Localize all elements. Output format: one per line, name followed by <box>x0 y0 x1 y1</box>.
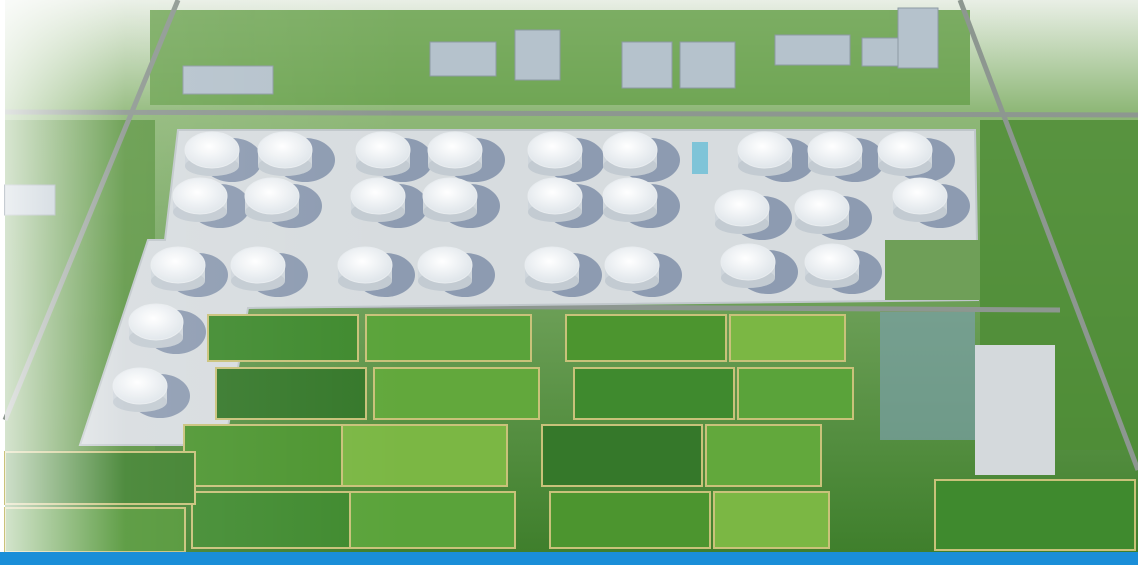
solar-panels <box>880 312 975 440</box>
field <box>705 424 822 487</box>
tank-roof <box>604 246 660 284</box>
tank-roof <box>794 189 850 227</box>
tank-roof <box>602 131 658 169</box>
field <box>713 491 830 549</box>
tank-roof <box>527 177 583 215</box>
tank-roof <box>527 131 583 169</box>
field <box>549 491 711 549</box>
tank-roof <box>877 131 933 169</box>
field <box>541 424 703 487</box>
facility-yard <box>885 240 980 300</box>
tank-roof <box>714 189 770 227</box>
footer-bar <box>0 552 1138 565</box>
tank-roof <box>524 246 580 284</box>
field <box>737 367 854 420</box>
haze <box>5 0 405 552</box>
tank-roof <box>737 131 793 169</box>
tank-roof <box>804 243 860 281</box>
tank-roof <box>427 131 483 169</box>
tank-roof <box>602 177 658 215</box>
tank-roof <box>417 246 473 284</box>
tank-roof <box>892 177 948 215</box>
field <box>573 367 735 420</box>
tank-roof <box>720 243 776 281</box>
tank-roof <box>807 131 863 169</box>
service-area <box>975 345 1055 475</box>
tank-roof <box>422 177 478 215</box>
field <box>729 314 846 362</box>
field <box>934 479 1136 551</box>
field <box>565 314 727 362</box>
pool <box>692 142 708 174</box>
